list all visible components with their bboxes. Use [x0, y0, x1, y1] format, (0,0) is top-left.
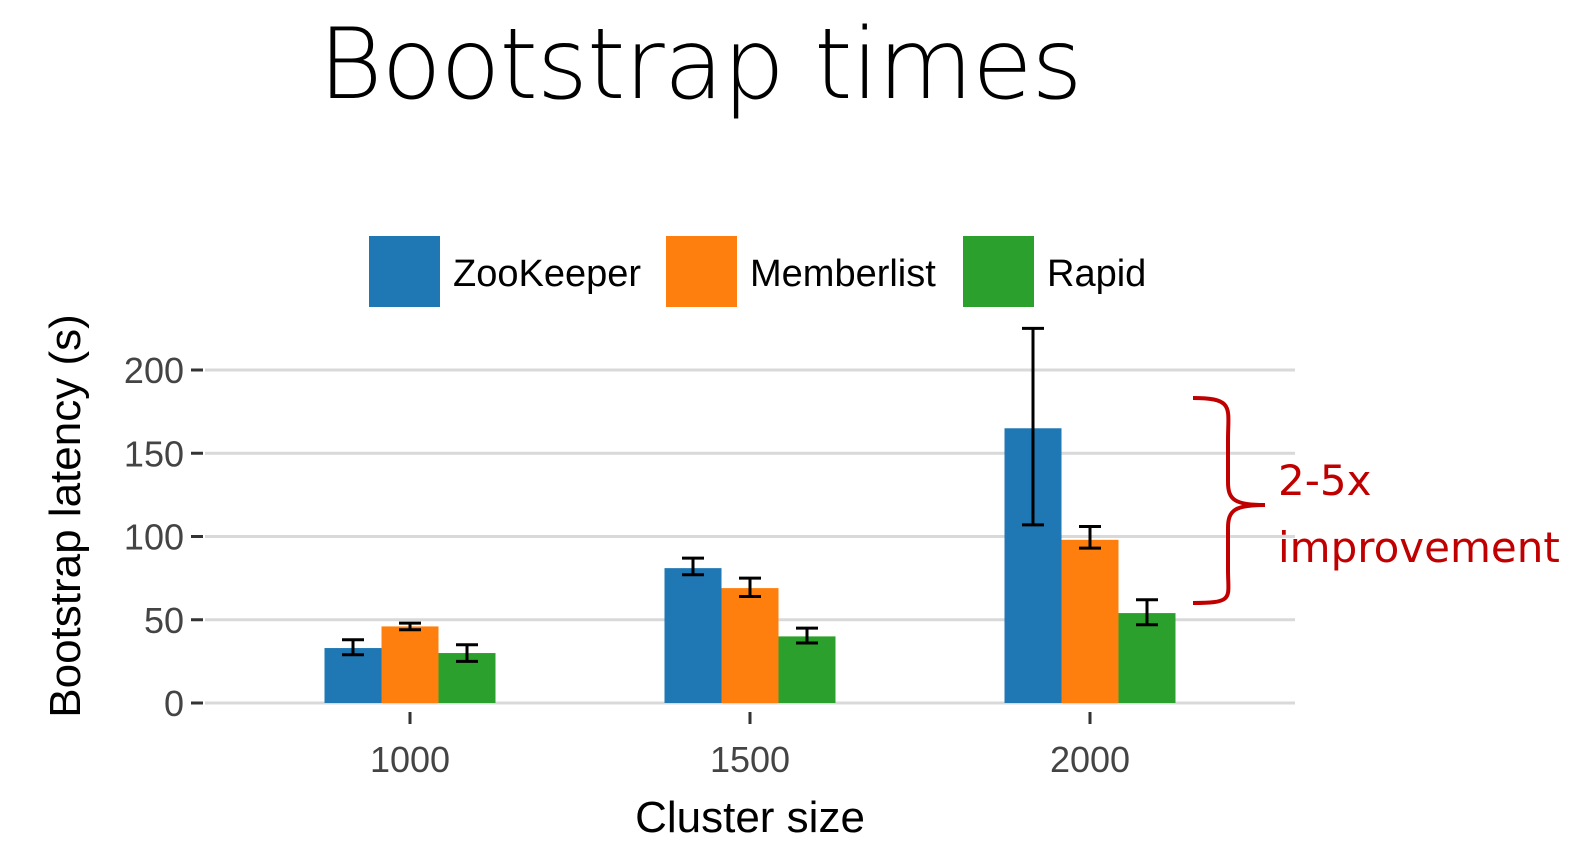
legend: ZooKeeper Memberlist Rapid [369, 236, 1146, 307]
errorbar-memberlist-2000 [1079, 525, 1101, 550]
legend-label-zookeeper: ZooKeeper [453, 253, 641, 295]
legend-swatch-memberlist [666, 236, 737, 307]
y-tick-label-0: 0 [164, 683, 184, 724]
annotation: 2-5x improvement [1192, 396, 1560, 605]
bar-memberlist-2000 [1061, 539, 1119, 703]
y-tick-label-50: 50 [144, 600, 184, 641]
errorbar-zookeeper-1000 [342, 638, 364, 657]
annotation-brace [1192, 396, 1266, 605]
x-axis-title: Cluster size [635, 793, 865, 842]
errorbar-rapid-1000 [456, 643, 478, 663]
errorbar-memberlist-1000 [399, 621, 421, 632]
legend-label-memberlist: Memberlist [750, 253, 936, 295]
x-tick-label-2000: 2000 [1050, 739, 1130, 780]
page-title: Bootstrap times [318, 8, 1082, 122]
y-tick-label-200: 200 [124, 350, 184, 391]
annotation-line-2: improvement [1278, 523, 1560, 572]
bars [324, 428, 1176, 703]
errorbar-zookeeper-1500 [682, 556, 704, 577]
y-axis-title: Bootstrap latency (s) [41, 314, 90, 718]
legend-swatch-rapid [963, 236, 1034, 307]
x-tick-label-1000: 1000 [370, 739, 450, 780]
bar-rapid-1500 [778, 636, 836, 703]
bar-rapid-2000 [1118, 613, 1176, 703]
annotation-line-1: 2-5x [1278, 456, 1371, 505]
legend-label-rapid: Rapid [1047, 253, 1146, 295]
bar-zookeeper-1500 [664, 568, 722, 703]
y-axis: 0 50 100 150 200 [124, 350, 203, 724]
errorbar-memberlist-1500 [739, 576, 761, 598]
legend-swatch-zookeeper [369, 236, 440, 307]
errorbar-zookeeper-2000 [1022, 326, 1044, 527]
errorbar-rapid-1500 [796, 626, 818, 645]
y-tick-label-150: 150 [124, 433, 184, 474]
x-tick-label-1500: 1500 [710, 739, 790, 780]
errorbar-rapid-2000 [1136, 598, 1158, 627]
x-axis: 1000 1500 2000 [370, 712, 1130, 780]
bar-zookeeper-1000 [324, 648, 382, 703]
y-tick-label-100: 100 [124, 517, 184, 558]
bar-memberlist-1500 [721, 588, 779, 703]
error-bars [342, 326, 1158, 663]
bar-memberlist-1000 [381, 626, 439, 703]
